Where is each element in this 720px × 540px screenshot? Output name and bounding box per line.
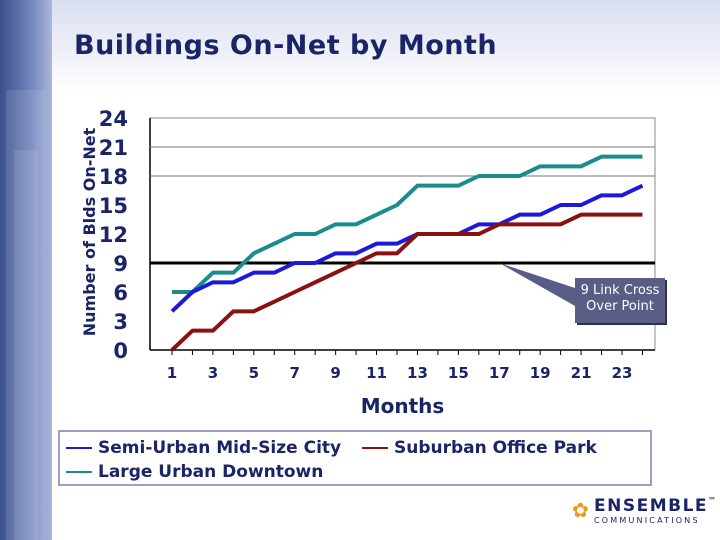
logo-subtitle: COMMUNICATIONS — [594, 516, 700, 525]
legend-item-suburban: Suburban Office Park — [362, 438, 597, 458]
x-tick-label: 17 — [489, 364, 510, 382]
slide-title: Buildings On-Net by Month — [74, 30, 498, 61]
series-line — [172, 154, 643, 294]
x-tick-label: 21 — [571, 364, 592, 382]
header-band — [0, 0, 720, 92]
legend-item-downtown: Large Urban Downtown — [66, 462, 323, 482]
y-tick-label: 18 — [99, 165, 128, 189]
y-tick-label: 3 — [113, 310, 128, 334]
legend-label-suburban: Suburban Office Park — [394, 438, 597, 458]
callout-text-line2: Over Point — [586, 299, 654, 314]
x-tick-label: 3 — [208, 364, 218, 382]
x-tick-label: 11 — [366, 364, 387, 382]
company-logo: ✿ ENSEMBLE™ COMMUNICATIONS — [572, 496, 716, 528]
x-tick-label: 19 — [530, 364, 551, 382]
callout-box — [575, 278, 665, 323]
chart-legend: Semi-Urban Mid-Size City Suburban Office… — [58, 430, 652, 486]
series-line — [170, 183, 644, 313]
legend-item-semi-urban: Semi-Urban Mid-Size City — [66, 438, 341, 458]
legend-swatch-suburban — [362, 447, 388, 449]
y-tick-label: 0 — [113, 339, 128, 363]
y-tick-label: 15 — [99, 194, 128, 218]
y-axis-title: Number of Blds On-Net — [80, 127, 99, 336]
x-tick-label: 23 — [612, 364, 633, 382]
legend-label-semi-urban: Semi-Urban Mid-Size City — [98, 438, 342, 458]
flower-icon: ✿ — [572, 498, 589, 522]
legend-swatch-downtown — [66, 471, 92, 473]
y-tick-label: 9 — [113, 252, 128, 276]
x-tick-label: 13 — [407, 364, 428, 382]
y-tick-label: 12 — [99, 223, 128, 247]
x-tick-label: 9 — [330, 364, 340, 382]
legend-swatch-semi-urban — [66, 447, 92, 449]
x-axis-title: Months — [361, 394, 445, 418]
callout-pointer — [499, 263, 575, 306]
y-tick-label: 6 — [113, 281, 128, 305]
side-photo-band — [0, 0, 52, 540]
legend-label-downtown: Large Urban Downtown — [98, 462, 324, 482]
x-tick-label: 5 — [249, 364, 259, 382]
series-line — [170, 212, 643, 352]
y-tick-label: 21 — [99, 136, 128, 160]
x-tick-label: 1 — [167, 364, 177, 382]
logo-name: ENSEMBLE™ — [594, 496, 718, 516]
x-tick-label: 7 — [290, 364, 300, 382]
x-tick-label: 15 — [448, 364, 469, 382]
callout-text-line1: 9 Link Cross — [581, 283, 660, 298]
y-tick-label: 24 — [99, 107, 128, 131]
